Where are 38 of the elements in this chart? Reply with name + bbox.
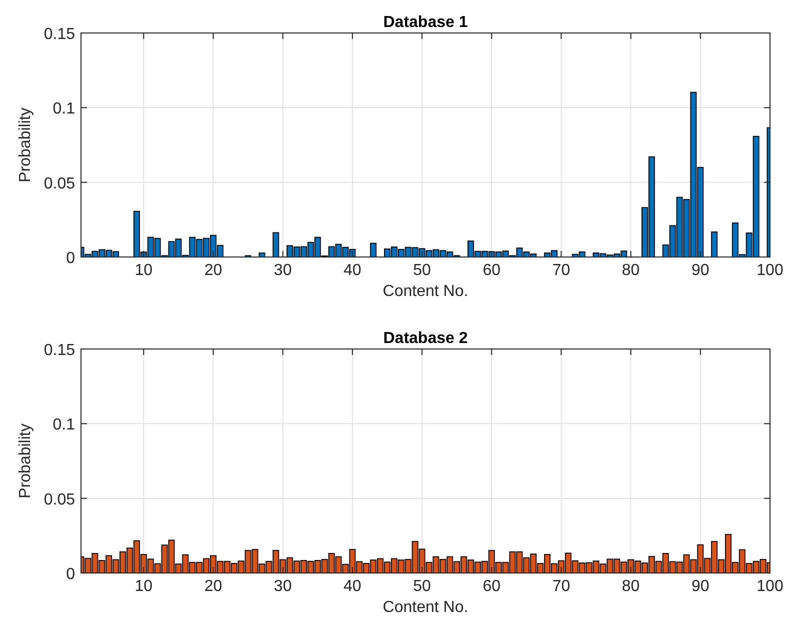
chart-title: Database 2 bbox=[383, 330, 468, 347]
y-axis-title: Probability bbox=[17, 424, 34, 498]
y-tick-label: 0.1 bbox=[52, 100, 76, 118]
x-tick-label: 90 bbox=[692, 578, 710, 595]
x-tick-label: 20 bbox=[204, 578, 222, 595]
y-tick-label: 0.05 bbox=[44, 175, 76, 192]
x-tick-label: 30 bbox=[274, 578, 292, 595]
x-tick-label: 60 bbox=[482, 578, 501, 595]
y-tick-label: 0 bbox=[66, 250, 76, 267]
x-tick-label: 30 bbox=[274, 262, 292, 279]
x-axis-title: Content No. bbox=[382, 599, 468, 616]
y-axis-title: Probability bbox=[17, 108, 34, 182]
bar bbox=[370, 242, 377, 257]
bar bbox=[272, 232, 280, 257]
x-tick-label: 40 bbox=[344, 262, 362, 279]
chart-title: Database 1 bbox=[383, 14, 468, 31]
bar bbox=[711, 231, 718, 257]
x-tick-label: 60 bbox=[482, 262, 501, 279]
y-tick-label: 0.05 bbox=[44, 491, 76, 508]
x-tick-label: 100 bbox=[756, 578, 784, 595]
x-axis-title: Content No. bbox=[382, 283, 468, 300]
y-tick-label: 0 bbox=[66, 566, 76, 583]
bar bbox=[258, 252, 266, 257]
y-tick-label: 0.1 bbox=[52, 416, 76, 434]
x-tick-label: 10 bbox=[134, 578, 153, 595]
x-tick-label: 20 bbox=[204, 262, 222, 279]
x-tick-label: 70 bbox=[552, 578, 570, 595]
x-tick-label: 40 bbox=[344, 578, 362, 595]
x-tick-label: 10 bbox=[134, 262, 153, 279]
x-tick-label: 70 bbox=[552, 262, 570, 279]
x-tick-label: 50 bbox=[413, 262, 432, 279]
x-tick-label: 80 bbox=[622, 578, 640, 595]
y-tick-label: 0.15 bbox=[44, 342, 76, 359]
x-tick-label: 100 bbox=[756, 262, 784, 279]
x-tick-label: 80 bbox=[622, 262, 640, 279]
y-tick-label: 0.15 bbox=[44, 26, 76, 43]
x-tick-label: 90 bbox=[692, 262, 710, 279]
x-tick-label: 50 bbox=[413, 578, 432, 595]
